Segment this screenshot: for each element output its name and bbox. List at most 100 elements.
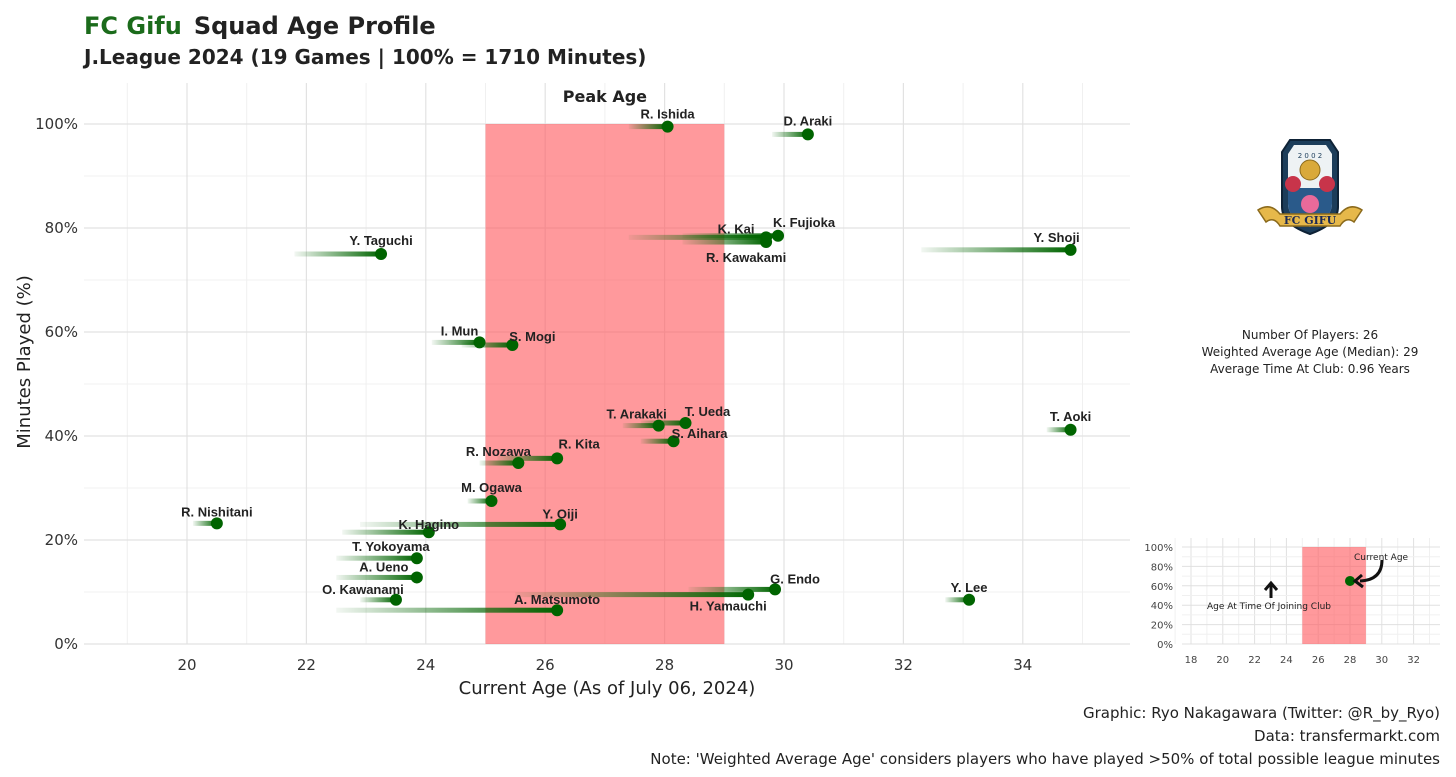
segment-h-yamauchi: [515, 592, 749, 598]
segment-s-mogi: [461, 342, 513, 348]
inset-y-tick-label: 80%: [1151, 562, 1173, 573]
player-labels: R. Ishida D. Araki K. Fujioka K. Kai R. Kawa…: [181, 107, 1091, 614]
segment-y-taguchi: [294, 251, 382, 257]
segment-r-kawakami: [682, 239, 767, 245]
inset-current-age-arrowhead: [1352, 573, 1364, 589]
point-m-ogawa: [485, 495, 498, 507]
inset-x-tick-label: 18: [1185, 655, 1198, 666]
stat-num-players: Number Of Players: 26: [1242, 328, 1378, 342]
point-k-hagino: [422, 526, 435, 539]
label-y-lee: Y. Lee: [951, 580, 988, 595]
label-t-ueda: T. Ueda: [685, 404, 731, 419]
segment-y-oiji: [360, 521, 561, 527]
segment-r-ishida: [628, 124, 668, 130]
x-tick-label: 20: [177, 656, 196, 674]
segment-t-arakaki: [622, 423, 659, 429]
inset-legend-chart: 18 20 22 24 26 28 30 32 0% 20% 40% 60% 80% 100% Curre…: [1144, 538, 1440, 666]
point-t-yokoyama: [410, 552, 423, 565]
point-r-ishida: [661, 120, 674, 133]
segment-a-matsumoto: [336, 607, 558, 613]
point-s-aihara: [667, 435, 680, 448]
y-axis-title: Minutes Played (%): [14, 275, 35, 449]
x-tick-label: 22: [297, 656, 316, 674]
label-m-ogawa: M. Ogawa: [461, 480, 522, 495]
y-tick-label: 60%: [45, 323, 78, 341]
inset-x-tick-label: 26: [1312, 655, 1325, 666]
x-axis-title: Current Age (As of July 06, 2024): [459, 678, 756, 699]
point-r-nozawa: [512, 457, 525, 470]
segment-t-aoki: [1046, 427, 1071, 433]
label-d-araki: D. Araki: [784, 113, 833, 128]
point-s-mogi: [506, 339, 519, 351]
stat-weighted-average-age: Weighted Average Age (Median): 29: [1202, 345, 1419, 359]
x-tick-label: 32: [894, 656, 913, 674]
join-age-segments: [192, 124, 1071, 613]
x-tick-label: 24: [416, 656, 435, 674]
inset-current-age-label: Current Age: [1354, 553, 1409, 563]
label-t-arakaki: T. Arakaki: [607, 407, 667, 422]
point-o-kawanami: [389, 593, 402, 606]
inset-joining-arrowhead: [1263, 580, 1279, 591]
point-d-araki: [801, 128, 814, 141]
segment-s-aihara: [640, 438, 674, 444]
label-t-yokoyama: T. Yokoyama: [352, 539, 430, 554]
inset-current-age-arrow: [1359, 559, 1384, 583]
stat-average-time-at-club: Average Time At Club: 0.96 Years: [1210, 362, 1410, 376]
label-g-endo: G. Endo: [770, 571, 820, 586]
inset-x-tick-label: 32: [1407, 655, 1420, 666]
inset-y-tick-label: 60%: [1151, 582, 1173, 593]
label-y-oiji: Y. Oiji: [542, 506, 577, 521]
segment-i-mun: [431, 339, 480, 345]
y-tick-label: 0%: [54, 635, 78, 653]
y-tick-label: 40%: [45, 427, 78, 445]
caption-graphic-credit: Graphic: Ryo Nakagawara (Twitter: @R_by_…: [1083, 704, 1440, 723]
segment-y-shoji: [921, 247, 1071, 253]
label-k-fujioka: K. Fujioka: [773, 215, 836, 230]
title-club: FC Gifu: [84, 12, 182, 40]
segment-m-ogawa: [467, 498, 492, 504]
segment-r-kita: [497, 455, 558, 461]
caption-note: Note: 'Weighted Average Age' considers p…: [650, 750, 1440, 768]
inset-example-point: [1345, 575, 1355, 586]
point-i-mun: [473, 336, 486, 349]
inset-y-tick-label: 40%: [1151, 601, 1173, 612]
point-k-fujioka: [772, 229, 785, 242]
label-i-mun: I. Mun: [441, 323, 479, 338]
label-o-kawanami: O. Kawanami: [322, 582, 404, 597]
label-s-mogi: S. Mogi: [509, 329, 555, 344]
peak-age-band: [485, 124, 725, 644]
segment-k-hagino: [342, 529, 429, 535]
x-tick-label: 28: [655, 656, 674, 674]
y-tick-label: 80%: [45, 219, 78, 237]
segment-y-lee: [945, 597, 970, 603]
segment-d-araki: [772, 131, 808, 137]
chart-title: FC Gifu Squad Age Profile: [84, 12, 436, 40]
label-r-kita: R. Kita: [559, 436, 601, 451]
label-a-matsumoto: A. Matsumoto: [514, 592, 600, 607]
segment-k-kai: [628, 234, 767, 240]
point-r-kita: [551, 452, 564, 465]
inset-x-tick-label: 22: [1248, 655, 1261, 666]
label-y-taguchi: Y. Taguchi: [349, 233, 412, 248]
y-tick-label: 20%: [45, 531, 78, 549]
point-g-endo: [769, 583, 782, 596]
player-points: [210, 120, 1077, 617]
inset-y-tick-label: 20%: [1151, 621, 1173, 632]
label-s-aihara: S. Aihara: [672, 426, 729, 441]
label-h-yamauchi: H. Yamauchi: [690, 599, 767, 614]
point-t-aoki: [1064, 423, 1077, 436]
segment-t-yokoyama: [336, 555, 417, 561]
x-tick-label: 26: [536, 656, 555, 674]
label-r-kawakami: R. Kawakami: [706, 250, 786, 265]
point-y-oiji: [554, 518, 567, 531]
label-t-aoki: T. Aoki: [1050, 409, 1091, 424]
inset-x-tick-label: 30: [1375, 655, 1388, 666]
axis-ticks: 20 22 24 26 28 30 32 34 0% 20% 40% 60% 80% 100%: [35, 115, 1032, 674]
label-a-ueno: A. Ueno: [359, 559, 408, 574]
label-k-hagino: K. Hagino: [398, 517, 459, 532]
point-a-ueno: [410, 571, 423, 584]
chart-subtitle: J.League 2024 (19 Games | 100% = 1710 Mi…: [82, 45, 646, 69]
label-r-nozawa: R. Nozawa: [466, 444, 532, 459]
y-tick-label: 100%: [35, 115, 78, 133]
